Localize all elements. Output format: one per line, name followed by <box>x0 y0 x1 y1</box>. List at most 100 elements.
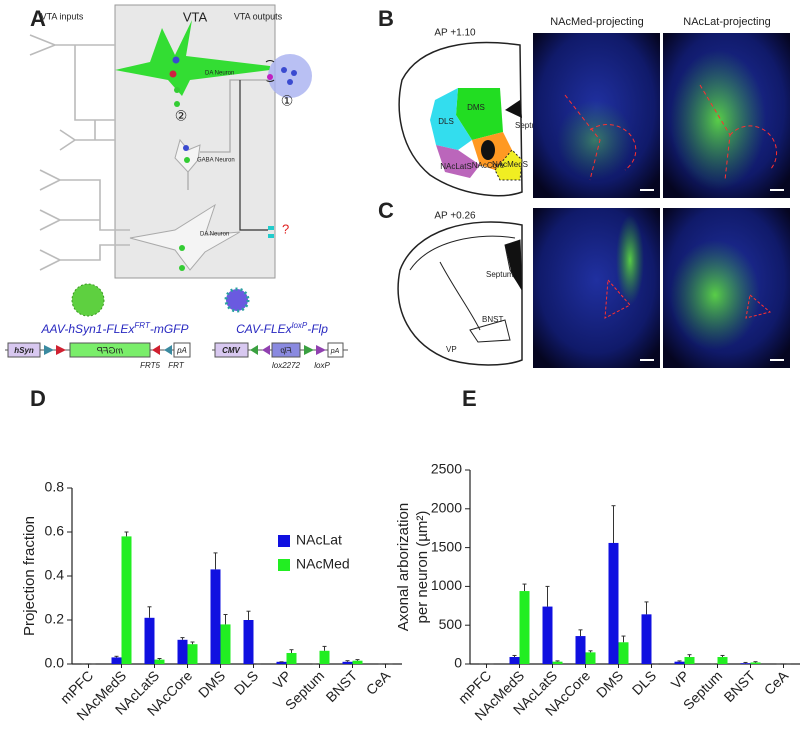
vector-part: -mGFP <box>150 322 189 336</box>
region-dms <box>456 88 503 140</box>
bar <box>243 620 254 664</box>
vector-name: AAV-hSyn1-FLExFRT-mGFP <box>40 321 188 337</box>
x-tick-label: CeA <box>363 667 394 698</box>
region-label: Septum <box>486 270 514 279</box>
bar <box>717 657 728 664</box>
vector-part: AAV-hSyn1-FLEx <box>40 322 135 336</box>
y-tick-label: 0.6 <box>45 523 65 539</box>
y-axis-label: Axonal arborization <box>395 503 412 631</box>
region-dls <box>430 88 472 150</box>
y-tick-label: 2500 <box>431 461 462 477</box>
panel-letter: B <box>378 6 394 31</box>
bar <box>608 542 619 664</box>
panel-letter: C <box>378 198 394 223</box>
element-label: loxP <box>314 361 330 370</box>
micrographs <box>533 33 790 368</box>
error-bar <box>213 552 218 570</box>
bar <box>641 614 652 664</box>
error-bar <box>545 585 550 607</box>
panel-c: C AP +0.26 Septum BNST VP <box>378 198 523 366</box>
error-bar <box>289 649 294 653</box>
bar <box>286 653 297 664</box>
bar <box>552 661 563 664</box>
y-axis-label: per neuron (µm²) <box>414 511 431 624</box>
column-header: NAcLat-projecting <box>683 16 770 28</box>
marker: ② <box>175 108 188 124</box>
bar <box>352 660 363 664</box>
bar <box>187 644 198 664</box>
error-bar <box>555 660 560 662</box>
x-tick-label: DLS <box>629 667 660 698</box>
error-bar <box>621 635 626 643</box>
construct-1 <box>5 342 191 358</box>
error-bar <box>114 655 119 658</box>
neuron-label: DA Neuron <box>200 232 229 238</box>
ventricle <box>505 240 522 290</box>
region-label: Septum <box>515 121 543 130</box>
region-label: BNST <box>482 315 503 324</box>
element-label: FRT <box>168 361 185 370</box>
bar <box>144 617 155 664</box>
unknown-target: ? <box>282 221 289 236</box>
x-tick-label: VP <box>668 667 693 692</box>
error-bar <box>687 654 692 658</box>
element-label: hSyn <box>14 346 34 355</box>
vector-part: -Flp <box>307 322 328 336</box>
error-bar <box>753 661 758 663</box>
legend-label: NAcMed <box>296 556 350 572</box>
input-neurons <box>29 34 130 271</box>
y-tick-label: 2000 <box>431 500 462 516</box>
marker: ① <box>281 93 294 109</box>
bar <box>509 657 520 664</box>
error-bar <box>147 606 152 618</box>
panel-letter: E <box>462 386 477 411</box>
neuron-label: DA Neuron <box>205 71 234 77</box>
region-label: NAcLatS <box>440 162 472 171</box>
error-bar <box>512 654 517 658</box>
error-bar <box>644 601 649 615</box>
x-tick-label: BNST <box>323 667 361 705</box>
section-label: AP +1.10 <box>434 28 476 39</box>
error-bar <box>246 610 251 620</box>
y-axis-label: Projection fraction <box>21 516 38 636</box>
element-label: pA <box>176 346 187 355</box>
y-tick-label: 0.0 <box>45 655 65 671</box>
construct-2 <box>212 342 348 358</box>
bar <box>220 624 231 664</box>
bar-chart: E Axonal arborization per neuron (µm²) 0 500… <box>395 386 800 723</box>
x-tick-label: DLS <box>231 667 262 698</box>
receptor <box>267 74 273 80</box>
element-label: FRT5 <box>140 361 160 370</box>
region-label: DMS <box>467 103 485 112</box>
bar <box>154 659 165 664</box>
section-label: AP +0.26 <box>434 211 476 222</box>
target-cell <box>268 54 312 98</box>
panel-a: A VTA inputs VTA VTA outputs ② DA Neuron… <box>5 4 348 370</box>
bar <box>674 661 685 664</box>
region-lats <box>436 145 480 178</box>
bar <box>575 636 586 664</box>
x-tick-label: BNST <box>721 667 759 705</box>
header: VTA <box>183 9 208 24</box>
bar <box>210 569 221 664</box>
region-label: NAcCore <box>472 161 505 170</box>
header: VTA outputs <box>234 11 283 21</box>
legend-label: NAcLat <box>296 532 342 548</box>
column-header: NAcMed-projecting <box>550 16 644 28</box>
y-tick-label: 0.4 <box>45 567 65 583</box>
panel-b: B AP +1.10 DMS DLS Septum NAcCore NAcLat… <box>378 6 790 368</box>
y-tick-label: 0 <box>454 655 462 671</box>
error-bar <box>124 531 129 537</box>
green-neuron <box>115 20 270 107</box>
error-bar <box>743 661 748 664</box>
y-tick-label: 1000 <box>431 577 462 593</box>
bar <box>618 642 629 664</box>
bar <box>542 606 553 664</box>
vector-part: FRT <box>134 321 151 330</box>
region-meds <box>494 149 523 181</box>
legend-swatch <box>278 535 290 547</box>
error-bar <box>720 654 725 658</box>
error-bar <box>180 637 185 640</box>
